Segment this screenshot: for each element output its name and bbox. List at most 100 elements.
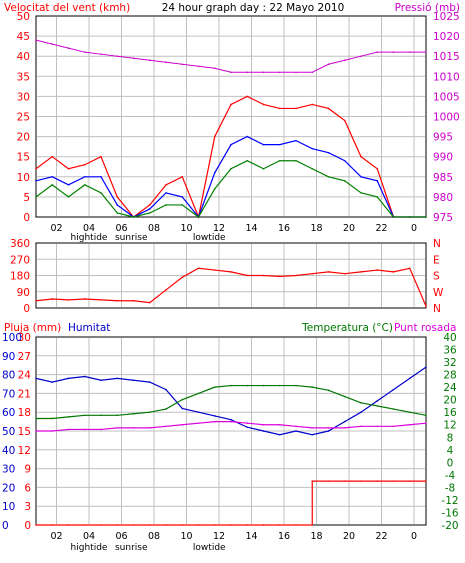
humidity-y-tick-label: 90: [2, 351, 15, 363]
point-humidity: [425, 366, 427, 368]
point-direction: [230, 271, 232, 273]
point-wind_max: [246, 95, 249, 98]
rain-label: Pluja (mm): [4, 322, 61, 334]
point-wind_min: [83, 184, 86, 186]
point-pressure: [425, 51, 427, 53]
x-tick-label: 02: [50, 531, 62, 542]
point-pressure: [148, 59, 151, 62]
point-temperature: [343, 395, 346, 398]
point-direction: [35, 299, 37, 302]
humidity-y-tick-label: 80: [2, 370, 15, 382]
humidity-y-tick-label: 40: [2, 445, 15, 457]
x-tick-label: 14: [245, 531, 257, 542]
point-wind_avg: [311, 147, 314, 150]
x-tick-label: 06: [115, 223, 127, 234]
point-wind_min: [262, 167, 265, 170]
point-rain: [165, 524, 167, 526]
wind-y-tick-label: 35: [17, 71, 30, 83]
point-dewpoint: [425, 422, 427, 424]
point-humidity: [35, 377, 37, 380]
point-rain: [376, 480, 379, 482]
point-wind_min: [343, 180, 346, 182]
rain-y-tick-label: 15: [18, 426, 31, 438]
point-temperature: [132, 412, 135, 415]
x-tick-label: 02: [50, 223, 62, 234]
point-wind_min: [181, 204, 184, 206]
point-temperature: [408, 411, 411, 414]
temperature-y-tick-label: -8: [445, 482, 455, 494]
point-wind_avg: [230, 143, 232, 146]
point-pressure: [408, 51, 411, 53]
point-dewpoint: [148, 427, 151, 429]
point-pressure: [165, 61, 167, 64]
humidity-y-tick-label: 100: [2, 332, 22, 344]
point-temperature: [392, 408, 395, 410]
point-humidity: [213, 415, 216, 417]
wind-y-tick-label: 0: [23, 212, 30, 224]
point-pressure: [181, 63, 184, 66]
point-wind_avg: [35, 180, 37, 182]
point-pressure: [376, 51, 379, 53]
direction-y-tick-label: 270: [10, 254, 30, 266]
rain-y-tick-label: 18: [18, 407, 31, 419]
temperature-label: Temperatura (°C): [301, 322, 393, 334]
point-wind_max: [100, 155, 102, 158]
point-wind_min: [100, 192, 102, 194]
point-wind_min: [51, 184, 54, 186]
point-rain: [262, 524, 265, 526]
point-wind_avg: [213, 171, 216, 174]
x-tick-label: 14: [245, 223, 257, 234]
point-humidity: [360, 411, 362, 414]
point-temperature: [230, 384, 232, 387]
point-temperature: [51, 417, 54, 420]
wind-y-tick-label: 30: [17, 91, 30, 103]
point-humidity: [408, 377, 411, 380]
point-wind_min: [197, 216, 200, 218]
x-tick-label: 08: [148, 531, 160, 542]
point-temperature: [35, 417, 37, 420]
point-temperature: [246, 384, 249, 387]
point-wind_max: [360, 155, 362, 158]
point-rain: [132, 524, 135, 526]
point-rain: [35, 524, 37, 526]
point-rain: [408, 480, 411, 482]
rain-y-tick-label: 6: [24, 482, 31, 494]
temperature-y-tick-label: 36: [443, 345, 457, 357]
dewpoint-label: Punt rosada: [394, 322, 456, 334]
point-wind_avg: [295, 139, 297, 142]
temperature-y-tick-label: -4: [445, 470, 456, 482]
point-temperature: [262, 384, 265, 387]
point-wind_min: [35, 196, 37, 198]
series-rain: [36, 480, 426, 526]
point-wind_max: [262, 103, 265, 106]
point-pressure: [213, 67, 216, 70]
tide-label: sunrise: [115, 543, 148, 553]
point-humidity: [132, 379, 135, 382]
direction-y-tick-label: 0: [23, 303, 30, 315]
point-wind_min: [295, 159, 297, 162]
pressure-y-tick-label: 1005: [433, 91, 460, 103]
pressure-y-tick-label: 1010: [433, 71, 460, 83]
point-humidity: [51, 381, 54, 383]
point-humidity: [295, 430, 297, 432]
point-rain: [278, 524, 281, 526]
point-wind_max: [83, 163, 86, 166]
point-humidity: [392, 388, 395, 391]
pressure-y-tick-label: 1000: [433, 112, 460, 124]
point-humidity: [100, 379, 102, 382]
point-rain: [327, 480, 330, 482]
x-tick-label: 12: [213, 223, 225, 234]
x-tick-label: 04: [83, 223, 95, 234]
rain-y-tick-label: 12: [18, 445, 31, 457]
point-temperature: [116, 414, 119, 417]
point-pressure: [343, 59, 346, 62]
pressure-y-tick-label: 985: [433, 172, 453, 184]
humidity-label: Humitat: [68, 322, 110, 334]
point-direction: [376, 269, 379, 271]
temperature-y-tick-label: 0: [447, 457, 454, 469]
temperature-y-tick-label: 40: [443, 332, 456, 344]
point-dewpoint: [246, 422, 249, 424]
point-wind_min: [230, 167, 232, 170]
point-humidity: [327, 430, 330, 432]
point-wind_avg: [116, 204, 119, 206]
